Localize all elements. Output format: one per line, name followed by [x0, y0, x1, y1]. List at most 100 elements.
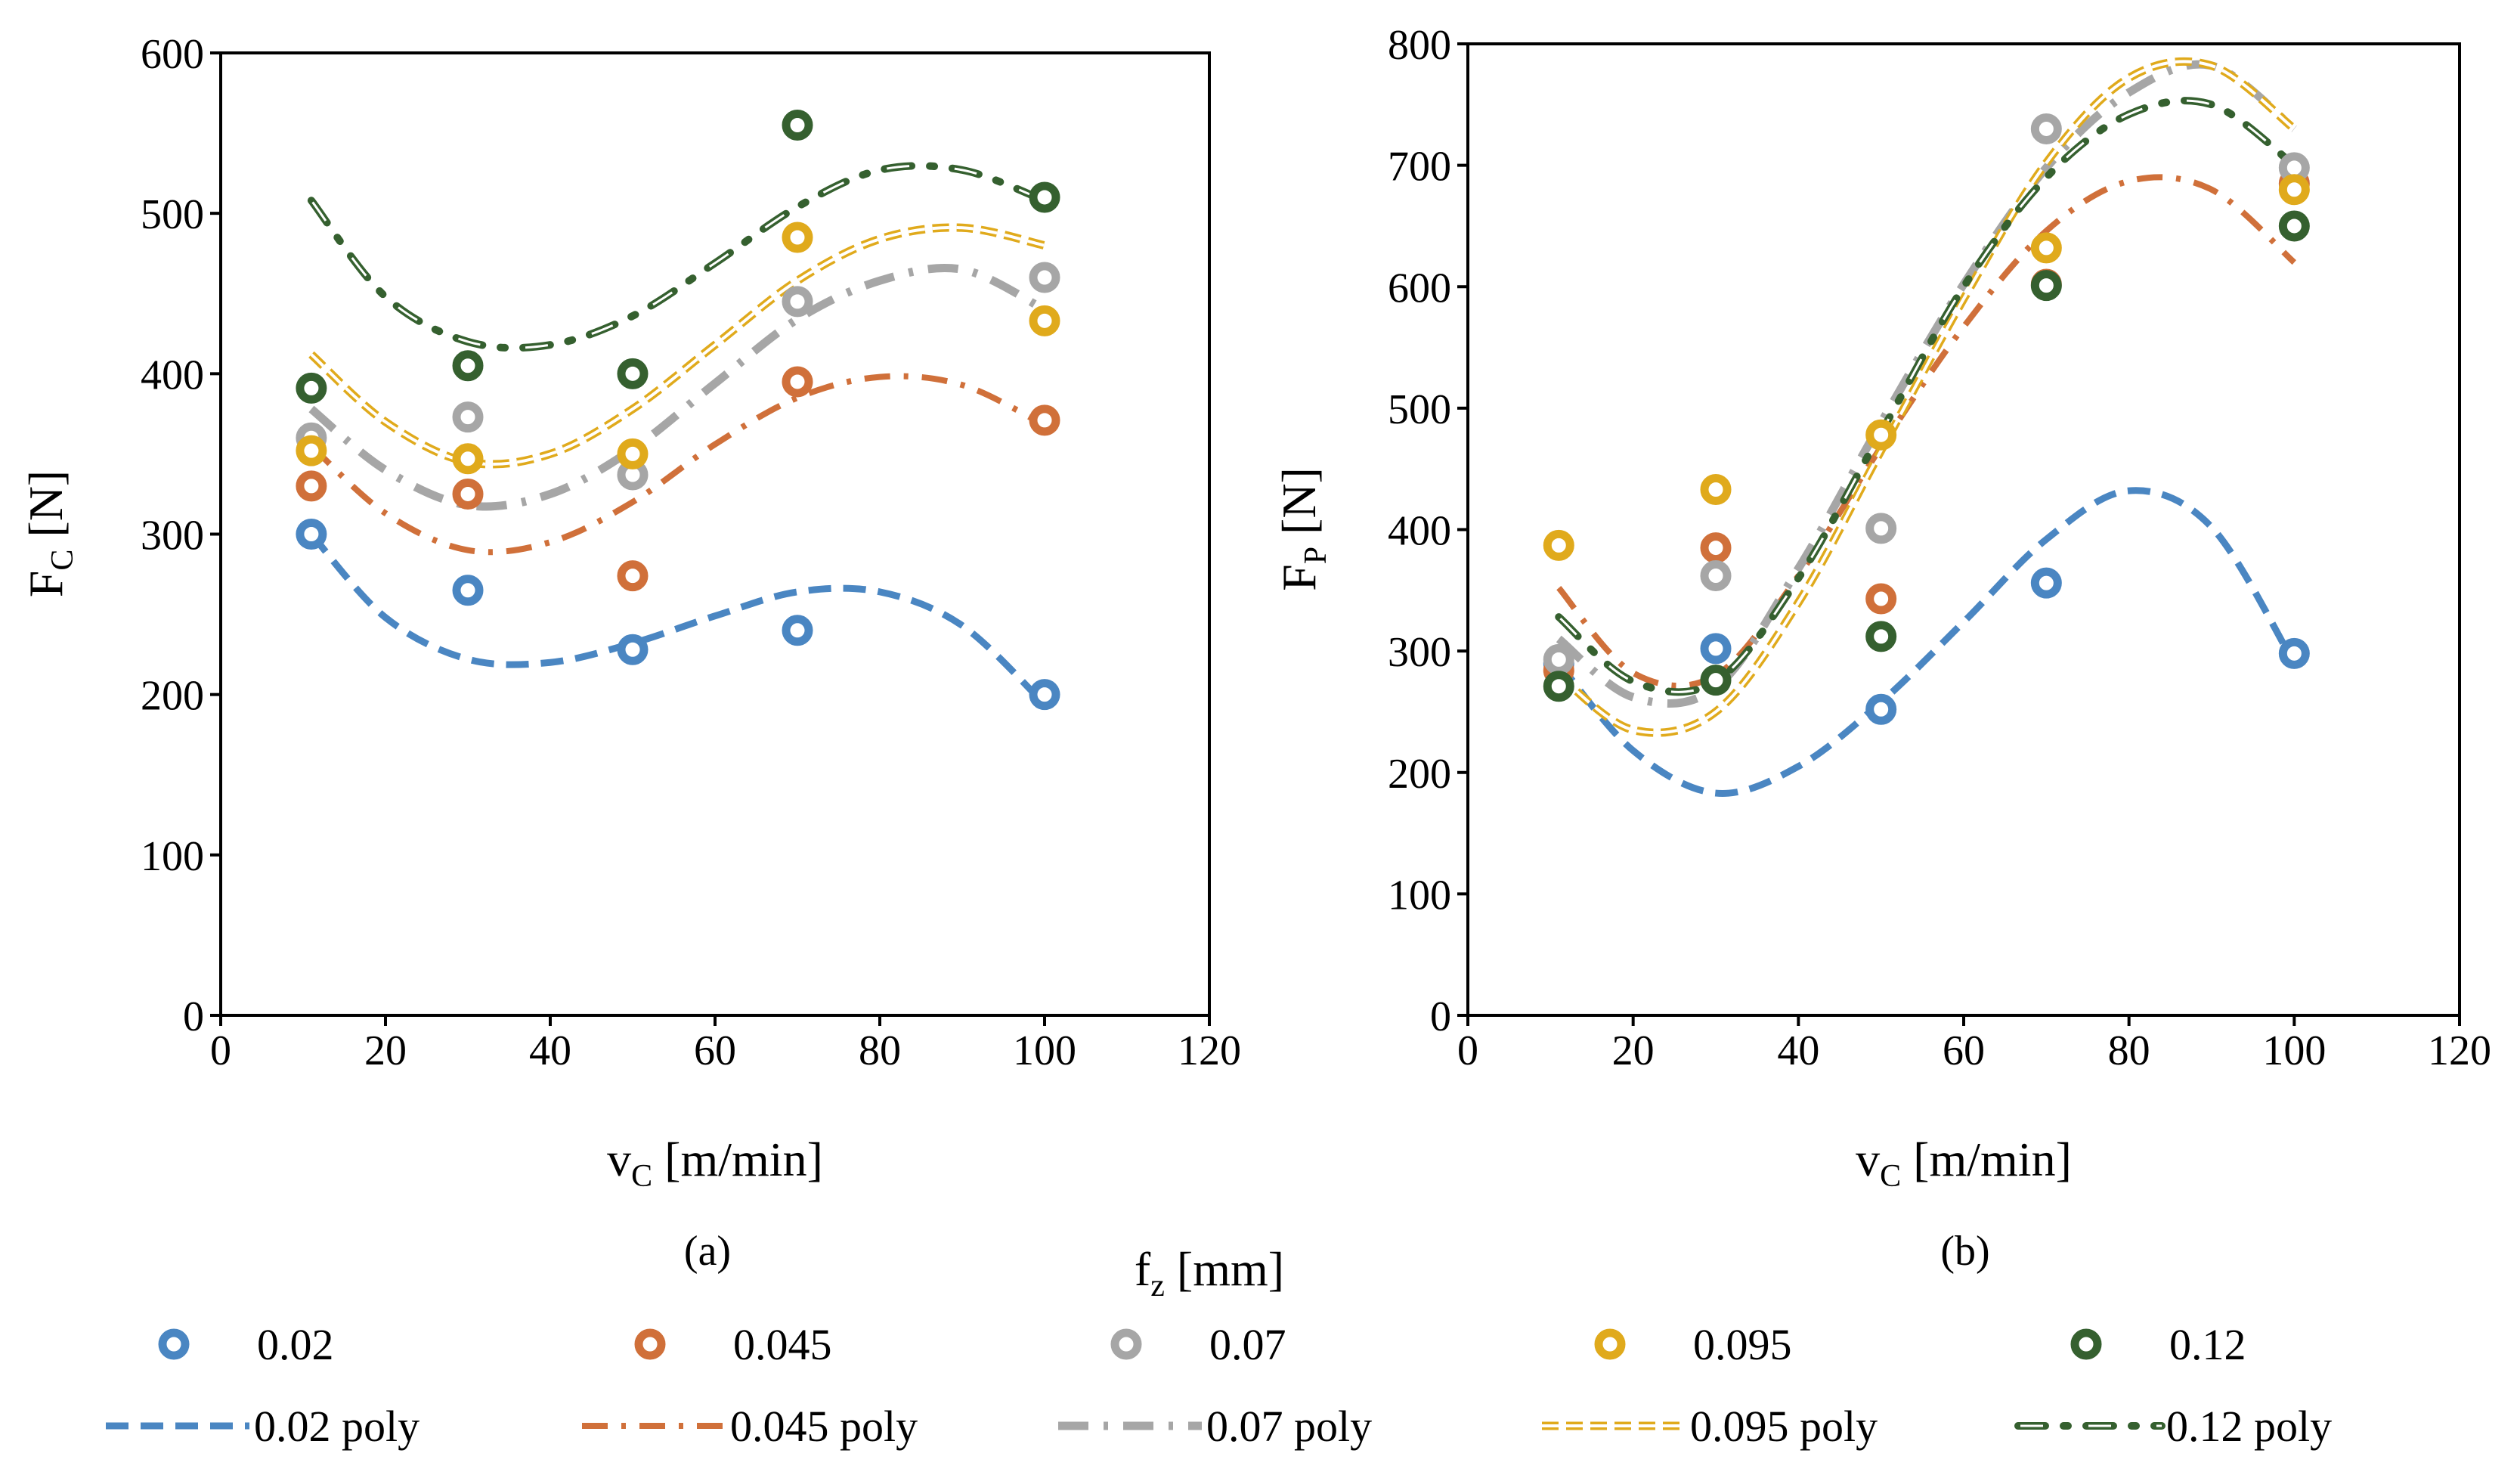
y-tick-label: 100: [141, 833, 204, 880]
data-point-0.12: [782, 109, 813, 141]
fit-line-0.045: [1556, 174, 2296, 689]
legend-label-0.12: 0.12: [2169, 1320, 2246, 1369]
y-tick-label: 600: [1388, 265, 1451, 311]
legend-marker-0.12: [2070, 1328, 2102, 1360]
x-tick-label: 120: [2428, 1027, 2491, 1074]
x-axis-label-a: vC [m/min]: [607, 1133, 823, 1194]
data-point-0.045: [1700, 532, 1732, 564]
y-tick-label: 500: [1388, 386, 1451, 433]
x-tick-label: 100: [1013, 1027, 1076, 1074]
data-point-0.02: [617, 634, 649, 665]
data-point-0.12: [1029, 181, 1060, 213]
fit-lines-a: [307, 162, 1048, 707]
plot-frame-a: [219, 51, 1211, 1017]
y-tick-label: 300: [1388, 629, 1451, 676]
data-point-0.02: [1029, 679, 1060, 711]
fit-line-0.07: [1556, 60, 2297, 708]
y-tick-label: 400: [1388, 508, 1451, 555]
data-point-0.07: [1543, 643, 1574, 675]
ticks-a: 0 100 200 300 400 500 600 0 20 40 60 80 100 120: [141, 31, 1241, 1074]
chart-panel-a: 0 100 200 300 400 500 600 0 20 40 60 80 100 120 vC [m…: [19, 31, 1241, 1275]
legend-marker-0.07: [1110, 1328, 1142, 1360]
data-point-0.12: [617, 358, 649, 389]
data-point-0.07: [2030, 113, 2062, 144]
legend-line-label-0.12: 0.12 poly: [2166, 1402, 2332, 1451]
chart-panel-b: 0 100 200 300 400 500 600 700 800 0 20 40 60 80 100 120…: [1272, 22, 2491, 1275]
data-point-0.07: [1029, 262, 1060, 293]
data-point-0.095: [2030, 232, 2062, 264]
fit-line-0.12: [307, 162, 1048, 352]
x-axis-label-b: vC [m/min]: [1856, 1133, 2072, 1194]
legend-label-0.07: 0.07: [1209, 1320, 1286, 1369]
fit-line-0.02: [308, 531, 1048, 707]
x-tick-label: 60: [694, 1027, 736, 1074]
y-tick-label: 100: [1388, 872, 1451, 919]
data-point-0.095: [1543, 529, 1574, 561]
data-point-0.12: [1865, 621, 1897, 652]
data-points-b: [1543, 113, 2310, 725]
data-point-0.045: [1865, 583, 1897, 615]
x-tick-label: 0: [210, 1027, 231, 1074]
legend: fz [mm] 0.02 0.045 0.07 0.095 0.12 0.02 poly…: [106, 1242, 2332, 1451]
legend-line-label-0.02: 0.02 poly: [254, 1402, 419, 1451]
y-axis-label-a: FC [N]: [19, 470, 80, 597]
data-point-0.07: [452, 401, 484, 433]
data-point-0.12: [2278, 210, 2310, 242]
data-point-0.07: [782, 286, 813, 318]
data-point-0.095: [1865, 419, 1897, 451]
legend-label-0.02: 0.02: [257, 1320, 334, 1369]
data-point-0.095: [1700, 473, 1732, 505]
data-point-0.02: [1700, 633, 1732, 665]
x-tick-label: 40: [1777, 1027, 1819, 1074]
fit-line-0.07: [308, 264, 1047, 511]
data-point-0.12: [296, 372, 327, 404]
data-point-0.045: [296, 470, 327, 502]
legend-markers: 0.02 0.045 0.07 0.095 0.12: [158, 1320, 2246, 1369]
legend-marker-0.095: [1594, 1328, 1626, 1360]
y-tick-label: 0: [183, 993, 204, 1040]
x-tick-label: 0: [1457, 1027, 1478, 1074]
data-point-0.095: [296, 435, 327, 466]
x-tick-label: 80: [2108, 1027, 2150, 1074]
plot-frame-b: [1466, 42, 2461, 1017]
y-tick-label: 200: [1388, 751, 1451, 798]
fit-lines-b: [1555, 57, 2299, 797]
data-point-0.095: [1029, 305, 1060, 336]
data-point-0.12: [452, 350, 484, 382]
data-point-0.095: [2278, 174, 2310, 206]
data-point-0.095: [617, 438, 649, 469]
legend-label-0.045: 0.045: [733, 1320, 832, 1369]
fit-line-0.02: [1556, 487, 2298, 797]
fit-line-0.045: [309, 373, 1046, 556]
y-tick-label: 600: [141, 31, 204, 78]
data-point-0.07: [1865, 513, 1897, 544]
y-axis-label-b: FP [N]: [1272, 467, 1333, 591]
data-point-0.12: [2030, 270, 2062, 302]
legend-marker-0.02: [158, 1328, 190, 1360]
x-tick-label: 60: [1943, 1027, 1985, 1074]
fit-line-0.095: [308, 223, 1046, 469]
data-point-0.095: [452, 443, 484, 475]
legend-line-label-0.07: 0.07 poly: [1206, 1402, 1372, 1451]
data-point-0.02: [1865, 693, 1897, 725]
legend-line-label-0.045: 0.045 poly: [730, 1402, 918, 1451]
fit-line-inner-0.12: [310, 164, 1045, 349]
data-point-0.095: [782, 222, 813, 253]
fit-line-0.095: [1556, 57, 2297, 737]
y-tick-label: 200: [141, 673, 204, 720]
data-points-a: [296, 109, 1060, 711]
legend-label-0.095: 0.095: [1693, 1320, 1792, 1369]
legend-marker-0.045: [634, 1328, 666, 1360]
ticks-b: 0 100 200 300 400 500 600 700 800 0 20 40 60 80 100 120: [1388, 22, 2491, 1074]
legend-line-label-0.095: 0.095 poly: [1690, 1402, 1878, 1451]
legend-title: fz [mm]: [1135, 1242, 1284, 1303]
x-tick-label: 20: [1612, 1027, 1655, 1074]
panel-label-b: (b): [1940, 1228, 1989, 1275]
data-point-0.02: [2030, 567, 2062, 599]
fit-line-inner-0.095: [1558, 60, 2296, 735]
x-tick-label: 20: [364, 1027, 407, 1074]
fit-line-0.12: [1555, 97, 2299, 696]
legend-lines: 0.02 poly 0.045 poly 0.07 poly 0.095 poly 0.…: [106, 1402, 2332, 1451]
data-point-0.07: [1700, 560, 1732, 592]
